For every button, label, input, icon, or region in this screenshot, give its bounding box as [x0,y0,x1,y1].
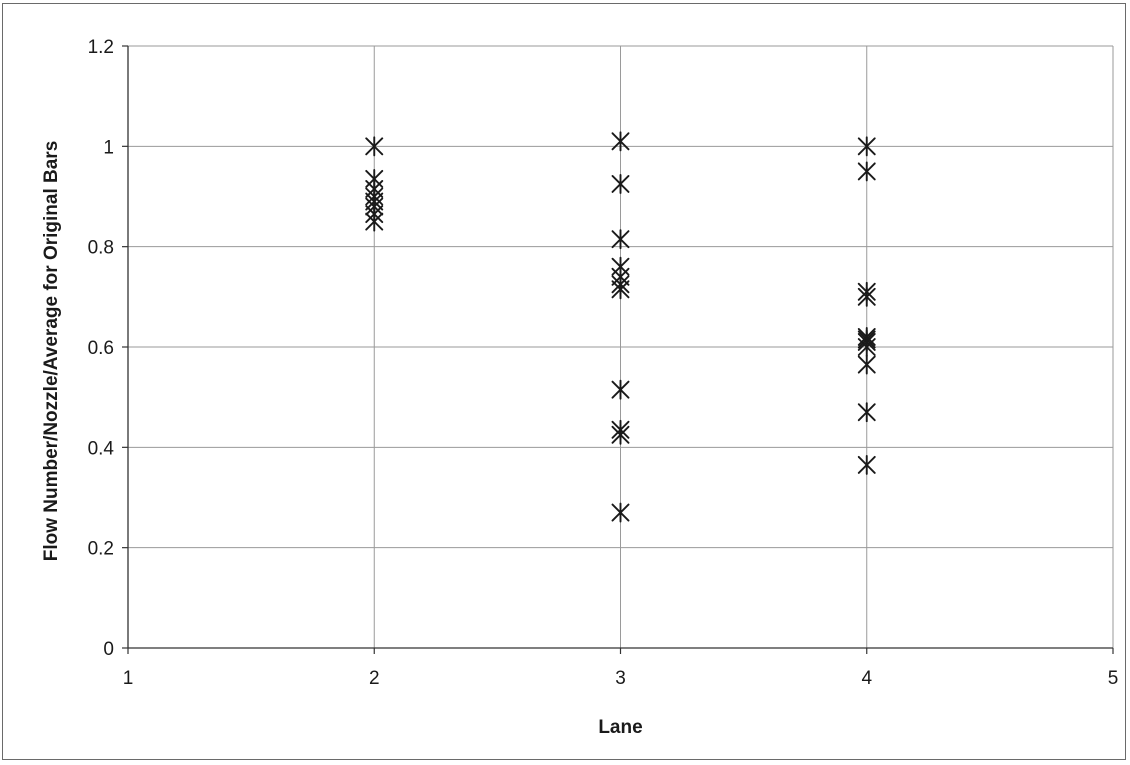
x-tick-label: 5 [1108,668,1119,689]
data-point [611,379,630,400]
x-tick-label: 3 [615,668,626,689]
data-point [611,174,630,194]
data-point [857,136,876,157]
x-tick-label: 2 [369,668,380,689]
data-point [857,161,876,182]
data-points [365,131,876,523]
data-point [857,337,876,357]
data-point [611,502,630,523]
y-tick-label: 1.2 [88,37,114,58]
data-point [611,424,630,445]
x-tick-label: 4 [861,668,872,689]
y-axis-ticks: 0 0.2 0.4 0.6 0.8 1 1.2 [88,37,128,660]
data-point [611,229,630,250]
data-point [857,286,876,307]
y-tick-label: 0 [103,639,114,660]
y-tick-label: 1 [103,137,114,158]
data-point [611,279,630,300]
y-tick-label: 0.6 [88,338,114,359]
data-point [857,402,876,423]
y-tick-label: 0.4 [88,438,115,459]
y-tick-label: 0.2 [88,539,114,560]
data-point [857,454,876,475]
data-point [365,136,384,157]
data-point [611,131,630,152]
x-axis-title: Lane [598,717,642,738]
data-point [365,211,384,232]
y-axis-title: Flow Number/Nozzle/Average for Original … [41,141,62,562]
chart-frame [2,3,1126,760]
x-tick-label: 1 [123,668,134,689]
y-tick-label: 0.8 [88,238,114,259]
x-axis-ticks: 1 2 3 4 5 [123,648,1119,689]
data-point [857,354,876,375]
